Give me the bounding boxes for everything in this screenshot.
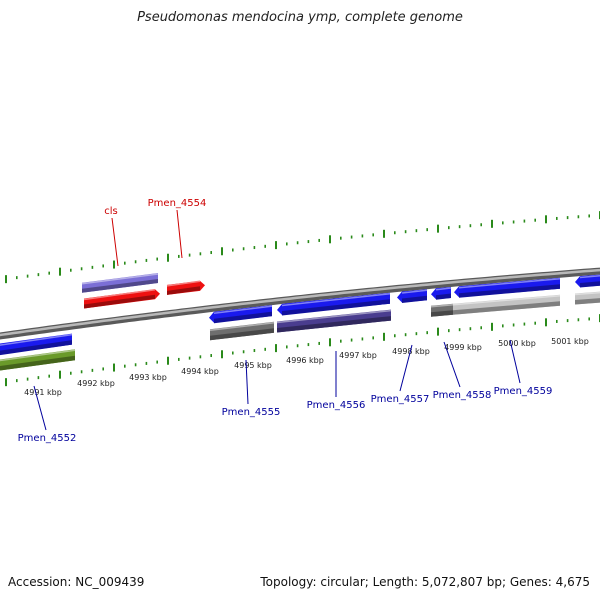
- kbp-scale-label: 4997 kbp: [339, 351, 377, 360]
- gene-label-leader: [399, 344, 413, 392]
- kbp-scale-label: 5000 kbp: [498, 339, 536, 348]
- gene-feature: [454, 277, 561, 298]
- gene-feature: [430, 303, 454, 317]
- gene-feature: [452, 294, 561, 315]
- gene-feature: [397, 289, 428, 303]
- gene-feature: [83, 288, 160, 309]
- topology-summary: Topology: circular; Length: 5,072,807 bp…: [260, 575, 590, 589]
- gene-label-leader: [443, 341, 461, 388]
- inner-tick-marks: [5, 314, 600, 387]
- gene-feature: [276, 309, 392, 333]
- gene-feature: [0, 349, 76, 371]
- gene-label-leader: [245, 359, 249, 405]
- gene-label: Pmen_4559: [494, 386, 553, 397]
- kbp-scale-label: 4991 kbp: [24, 388, 62, 397]
- gene-feature: [0, 333, 73, 356]
- gene-feature: [431, 287, 452, 300]
- kbp-scale-label: 4992 kbp: [77, 379, 115, 388]
- gene-label: Pmen_4552: [18, 433, 77, 444]
- kbp-scale-label: 4995 kbp: [234, 361, 272, 370]
- gene-label: Pmen_4557: [371, 394, 430, 405]
- gene-feature: [574, 291, 600, 305]
- accession-text: Accession: NC_009439: [8, 575, 145, 589]
- gene-feature: [166, 280, 205, 295]
- kbp-scale-label: 5001 kbp: [551, 337, 589, 346]
- gene-label-leader: [111, 217, 119, 267]
- gene-label: Pmen_4556: [307, 400, 366, 411]
- gene-label-leader: [33, 385, 47, 431]
- kbp-scale-label: 4996 kbp: [286, 356, 324, 365]
- gene-label: cls: [104, 206, 118, 217]
- gene-label: Pmen_4558: [433, 390, 492, 401]
- gene-label-leader: [176, 209, 183, 259]
- kbp-scale-label: 4993 kbp: [129, 373, 167, 382]
- kbp-scale-label: 4994 kbp: [181, 367, 219, 376]
- gene-feature: [575, 274, 600, 288]
- gene-feature: [209, 305, 273, 324]
- outer-tick-marks: [5, 211, 600, 284]
- kbp-scale-label: 4998 kbp: [392, 347, 430, 356]
- kbp-scale-label: 4999 kbp: [444, 343, 482, 352]
- gene-label: Pmen_4555: [222, 407, 281, 418]
- gene-feature: [81, 273, 159, 293]
- genome-title: Pseudomonas mendocina ymp, complete geno…: [137, 10, 463, 25]
- gene-label: Pmen_4554: [148, 198, 207, 209]
- gene-label-leader: [509, 339, 521, 384]
- gene-feature: [277, 292, 391, 316]
- map-labels: 4991 kbp 4992 kbp 4993 kbp 4994 kbp 4995 kbp…: [18, 198, 589, 444]
- gene-features: [0, 273, 600, 371]
- gene-feature: [209, 321, 275, 341]
- genome-backbone: [0, 267, 600, 340]
